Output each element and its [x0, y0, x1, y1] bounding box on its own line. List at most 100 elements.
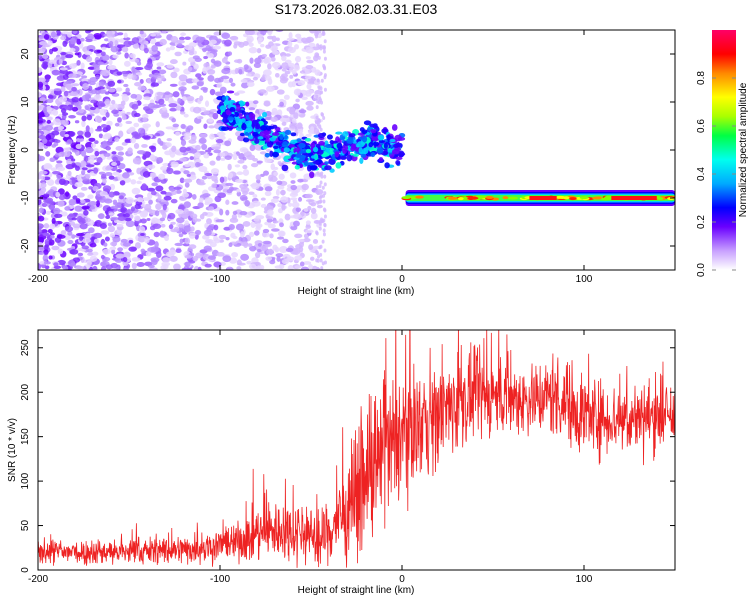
- noise-blob: [169, 255, 178, 262]
- noise-blob: [109, 233, 116, 238]
- snr-y-tick-label: 100: [20, 472, 31, 489]
- track-blob: [368, 141, 374, 148]
- noise-blob: [142, 135, 151, 140]
- noise-blob: [95, 200, 100, 208]
- noise-blob: [102, 179, 107, 184]
- noise-blob: [170, 198, 178, 204]
- noise-blob: [179, 111, 186, 115]
- noise-blob: [162, 146, 167, 150]
- steady-track-blob: [410, 196, 416, 200]
- track-blob: [265, 125, 272, 131]
- noise-blob: [319, 258, 323, 263]
- noise-blob: [148, 145, 156, 150]
- noise-blob: [137, 85, 147, 91]
- noise-blob: [155, 251, 162, 258]
- noise-blob: [262, 228, 270, 234]
- noise-blob: [203, 123, 208, 129]
- noise-blob: [227, 172, 234, 179]
- noise-blob: [178, 36, 186, 41]
- noise-blob: [305, 133, 312, 137]
- noise-blob: [81, 94, 90, 102]
- noise-blob: [195, 36, 205, 44]
- noise-blob: [184, 254, 193, 259]
- track-blob: [221, 126, 230, 131]
- noise-blob: [321, 32, 325, 37]
- noise-blob: [76, 192, 85, 198]
- noise-blob: [192, 106, 202, 114]
- noise-blob: [182, 188, 188, 195]
- track-blob: [312, 160, 320, 165]
- noise-blob: [104, 198, 113, 204]
- noise-blob: [106, 120, 113, 127]
- noise-blob: [305, 64, 314, 70]
- track-blob: [361, 129, 368, 135]
- noise-blob: [156, 66, 162, 70]
- noise-blob: [96, 157, 103, 164]
- noise-blob: [213, 224, 219, 231]
- track-blob: [275, 141, 281, 146]
- track-blob: [260, 125, 268, 131]
- noise-blob: [169, 45, 176, 51]
- noise-blob: [111, 161, 118, 166]
- track-blob: [310, 155, 318, 159]
- noise-blob: [161, 112, 170, 119]
- snr-x-ticks: -200 -100 0 100: [28, 330, 593, 585]
- noise-blob: [50, 167, 58, 172]
- noise-blob: [269, 233, 274, 239]
- noise-blob: [38, 120, 44, 124]
- noise-blob: [143, 203, 152, 211]
- noise-blob: [260, 76, 266, 81]
- noise-blob: [169, 83, 178, 87]
- noise-blob: [49, 232, 56, 236]
- noise-blob: [95, 74, 100, 80]
- steady-track-blob: [502, 196, 509, 200]
- noise-blob: [319, 180, 323, 185]
- noise-blob: [186, 95, 195, 102]
- noise-blob: [117, 32, 124, 36]
- noise-blob: [116, 51, 122, 55]
- noise-blob: [183, 208, 189, 215]
- noise-blob: [316, 251, 320, 256]
- noise-blob: [287, 265, 294, 270]
- noise-blob: [101, 54, 110, 61]
- noise-blob: [319, 86, 323, 91]
- noise-blob: [92, 148, 99, 152]
- noise-blob: [65, 54, 74, 59]
- noise-blob: [248, 191, 255, 196]
- noise-blob: [121, 114, 127, 121]
- noise-blob: [135, 72, 143, 76]
- noise-blob: [239, 147, 249, 153]
- track-blob: [360, 153, 367, 158]
- noise-blob: [315, 185, 319, 190]
- noise-blob: [88, 186, 93, 190]
- noise-blob: [184, 36, 191, 41]
- noise-blob: [224, 140, 232, 147]
- noise-blob: [42, 106, 48, 114]
- noise-blob: [194, 229, 202, 235]
- noise-blob: [57, 259, 66, 266]
- noise-blob: [235, 223, 245, 231]
- noise-blob: [48, 59, 57, 64]
- noise-blob: [183, 178, 193, 183]
- noise-blob: [81, 245, 90, 250]
- noise-blob: [225, 209, 230, 216]
- noise-blob: [107, 222, 113, 227]
- noise-blob: [89, 255, 98, 262]
- track-blob: [346, 154, 353, 162]
- noise-blob: [102, 185, 112, 192]
- noise-blob: [221, 32, 231, 39]
- noise-blob: [108, 191, 116, 198]
- noise-blob: [249, 245, 257, 252]
- noise-blob: [230, 232, 236, 239]
- noise-blob: [98, 89, 107, 94]
- steady-track-blob: [457, 197, 464, 201]
- colorbar-ticks: 0.0 0.2 0.4 0.6 0.8: [696, 71, 736, 277]
- noise-blob: [53, 262, 59, 267]
- noise-blob: [243, 241, 249, 249]
- noise-blob: [256, 160, 263, 164]
- noise-blob: [43, 223, 50, 229]
- noise-blob: [111, 151, 117, 155]
- noise-blob: [142, 197, 151, 201]
- noise-blob: [264, 158, 272, 164]
